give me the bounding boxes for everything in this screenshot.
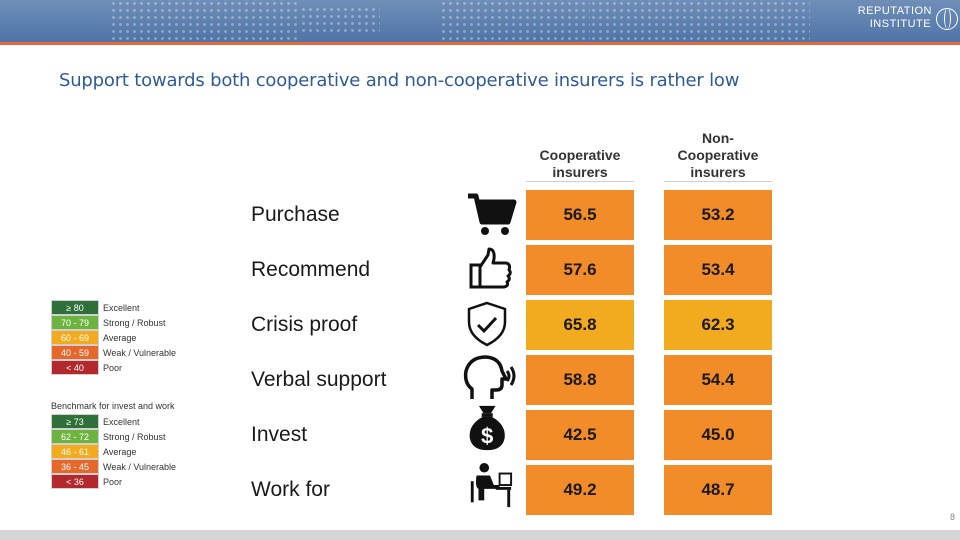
thumbs-up-icon xyxy=(469,247,512,289)
legend-label: Average xyxy=(103,446,137,457)
value-cooperative-verbal-support: 58.8 xyxy=(526,355,634,405)
legend-row: 62 - 72 Strong / Robust xyxy=(51,429,176,444)
world-map-pattern xyxy=(590,0,810,42)
value-cooperative-purchase: 56.5 xyxy=(526,190,634,240)
legend-row: < 40 Poor xyxy=(51,360,176,375)
column-header-non-cooperative: Non- Cooperative insurers xyxy=(664,130,772,182)
world-map-pattern xyxy=(440,0,590,42)
legend-row: 36 - 45 Weak / Vulnerable xyxy=(51,459,176,474)
legend-swatch: 70 - 79 xyxy=(51,315,99,330)
legend-label: Excellent xyxy=(103,416,140,427)
row-label-work-for: Work for xyxy=(251,478,330,501)
value-cooperative-invest: 42.5 xyxy=(526,410,634,460)
page-number: 8 xyxy=(949,512,955,522)
value-cooperative-recommend: 57.6 xyxy=(526,245,634,295)
slide-title: Support towards both cooperative and non… xyxy=(59,70,740,91)
value-noncooperative-work-for: 48.7 xyxy=(664,465,772,515)
legend-label: Excellent xyxy=(103,302,140,313)
legend-swatch: 46 - 61 xyxy=(51,444,99,459)
legend-swatch: 62 - 72 xyxy=(51,429,99,444)
legend-label: Average xyxy=(103,332,137,343)
world-map-pattern xyxy=(300,6,380,36)
logo-line2: INSTITUTE xyxy=(869,18,932,30)
legend-swatch: < 40 xyxy=(51,360,99,375)
column-header-line: Cooperative xyxy=(539,147,621,163)
legend-swatch: 36 - 45 xyxy=(51,459,99,474)
benchmark-legend: ≥ 80 Excellent 70 - 79 Strong / Robust 6… xyxy=(51,300,176,375)
legend-label: Strong / Robust xyxy=(103,317,166,328)
column-header-line: Cooperative xyxy=(677,147,759,163)
legend-swatch: 60 - 69 xyxy=(51,330,99,345)
value-noncooperative-crisis-proof: 62.3 xyxy=(664,300,772,350)
legend-row: < 36 Poor xyxy=(51,474,176,489)
value-cooperative-work-for: 49.2 xyxy=(526,465,634,515)
row-label-recommend: Recommend xyxy=(251,258,371,281)
row-label-crisis-proof: Crisis proof xyxy=(251,313,358,336)
value-noncooperative-invest: 45.0 xyxy=(664,410,772,460)
legend-label: Weak / Vulnerable xyxy=(103,461,177,472)
logo-line1: REPUTATION xyxy=(857,5,932,17)
value-noncooperative-verbal-support: 54.4 xyxy=(664,355,772,405)
legend-row: ≥ 73 Excellent xyxy=(51,414,176,429)
row-label-verbal-support: Verbal support xyxy=(251,368,387,391)
footer-bar xyxy=(0,530,960,540)
invest-work-benchmark-legend: Benchmark for invest and work ≥ 73 Excel… xyxy=(51,401,176,489)
globe-icon xyxy=(936,8,958,30)
person-at-desk-icon xyxy=(470,462,513,508)
money-bag-icon: $ xyxy=(469,405,505,451)
header-bar: REPUTATION INSTITUTE xyxy=(0,0,960,42)
row-label-purchase: Purchase xyxy=(251,203,340,226)
column-header-line: Non- xyxy=(702,130,734,146)
value-cooperative-crisis-proof: 65.8 xyxy=(526,300,634,350)
reputation-institute-logo: REPUTATION INSTITUTE xyxy=(857,5,958,31)
legend-swatch: ≥ 80 xyxy=(51,300,99,315)
column-header-cooperative: Cooperative insurers xyxy=(526,130,634,182)
shopping-cart-icon xyxy=(468,193,517,235)
legend-label: Weak / Vulnerable xyxy=(103,347,177,358)
legend-swatch: ≥ 73 xyxy=(51,414,99,429)
value-noncooperative-purchase: 53.2 xyxy=(664,190,772,240)
shield-check-icon xyxy=(467,301,507,347)
legend-swatch: < 36 xyxy=(51,474,99,489)
column-header-line: insurers xyxy=(690,164,746,180)
svg-text:$: $ xyxy=(481,424,493,449)
legend-heading: Benchmark for invest and work xyxy=(51,401,175,411)
speaking-head-icon xyxy=(463,355,516,399)
legend-row: 60 - 69 Average xyxy=(51,330,176,345)
legend-swatch: 40 - 59 xyxy=(51,345,99,360)
legend-label: Poor xyxy=(103,362,123,373)
header-accent-line xyxy=(0,42,960,45)
column-header-line: insurers xyxy=(552,164,608,180)
legend-row: 46 - 61 Average xyxy=(51,444,176,459)
legend-row: 70 - 79 Strong / Robust xyxy=(51,315,176,330)
legend-label: Poor xyxy=(103,476,123,487)
world-map-pattern xyxy=(110,0,300,42)
row-label-invest: Invest xyxy=(251,423,308,446)
value-noncooperative-recommend: 53.4 xyxy=(664,245,772,295)
legend-row: ≥ 80 Excellent xyxy=(51,300,176,315)
legend-label: Strong / Robust xyxy=(103,431,166,442)
legend-row: 40 - 59 Weak / Vulnerable xyxy=(51,345,176,360)
